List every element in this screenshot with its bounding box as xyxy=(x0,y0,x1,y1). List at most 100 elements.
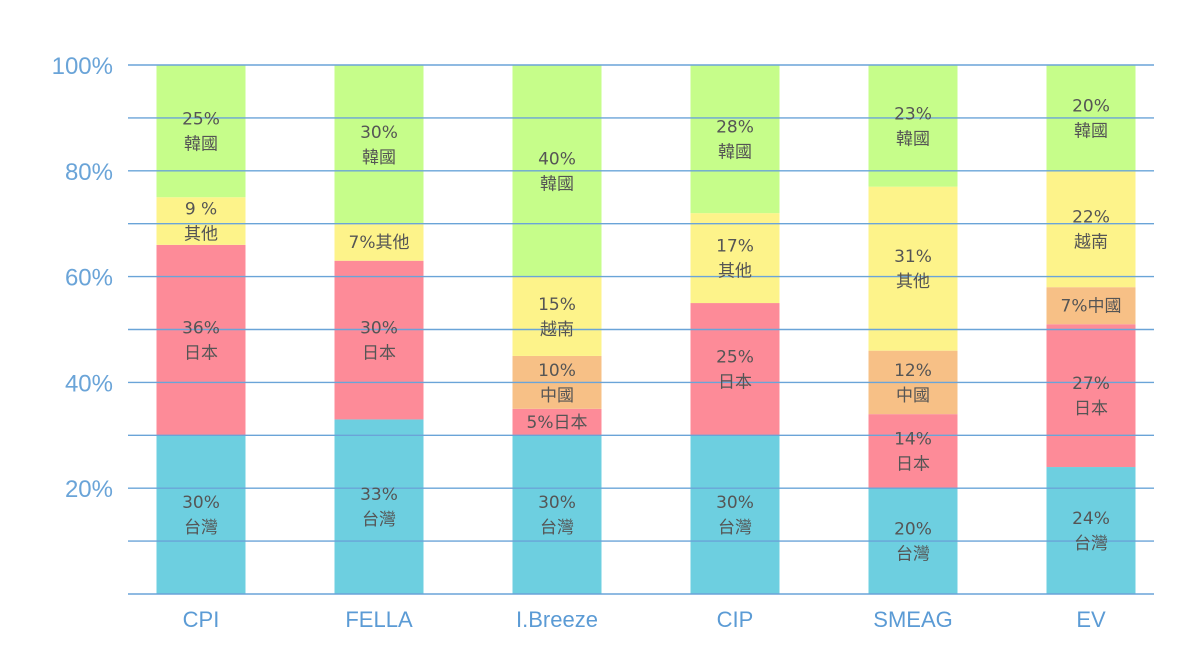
segment-label: 7%其他 xyxy=(349,233,410,253)
bar-segment-i-breeze-日本 xyxy=(512,408,602,436)
bar-segment-cip-日本 xyxy=(690,303,780,436)
segment-label-line: 20% xyxy=(1072,96,1110,116)
segment-label-line: 30% xyxy=(716,493,754,513)
segment-label-line: 12% xyxy=(894,361,932,381)
segment-label-line: 台灣 xyxy=(896,545,930,565)
bar-segment-ev-中國 xyxy=(1046,287,1136,325)
x-tick-label: CIP xyxy=(717,607,754,632)
x-tick-label: SMEAG xyxy=(873,607,952,632)
segment-label: 28% 韓國 xyxy=(716,118,754,163)
segment-label: 7%中國 xyxy=(1061,297,1122,317)
bar-segment-cip-台灣 xyxy=(690,435,780,594)
segment-label-line: 36% xyxy=(182,319,220,339)
segment-label-line: 日本 xyxy=(184,344,218,364)
x-tick-label: FELLA xyxy=(345,607,413,632)
y-tick-label: 40% xyxy=(65,370,113,397)
segment-label-line: 台灣 xyxy=(540,518,574,538)
segment-label: 23% 韓國 xyxy=(894,104,932,149)
segment-label-line: 其他 xyxy=(184,225,218,245)
bar-segment-cpi-日本 xyxy=(156,244,246,436)
segment-label-line: 台灣 xyxy=(1074,534,1108,554)
segment-label-line: 越南 xyxy=(1074,232,1108,252)
segment-label-line: 33% xyxy=(360,485,398,505)
segment-label-line: 中國 xyxy=(540,386,574,406)
segment-label-line: 30% xyxy=(538,493,576,513)
bar-segment-smeag-日本 xyxy=(868,414,958,489)
y-axis: 20% 40% 60% 80% 100% xyxy=(52,53,113,503)
segment-label: 24% 台灣 xyxy=(1072,509,1110,554)
x-tick-label: EV xyxy=(1076,607,1106,632)
bar-segment-smeag-韓國 xyxy=(868,65,958,187)
bar-segment-i-breeze-台灣 xyxy=(512,435,602,594)
bar-segment-cpi-其他 xyxy=(156,197,246,245)
bar-segment-fella-日本 xyxy=(334,260,424,420)
segment-label-line: 7%中國 xyxy=(1061,297,1122,317)
segment-label-line: 30% xyxy=(182,493,220,513)
segment-label-line: 40% xyxy=(538,149,576,169)
segment-label-line: 9 % xyxy=(185,200,217,220)
y-tick-label: 80% xyxy=(65,159,113,186)
segment-label-line: 17% xyxy=(716,237,754,257)
segment-label-line: 22% xyxy=(1072,207,1110,227)
segment-label-line: 23% xyxy=(894,104,932,124)
segment-label: 25% 日本 xyxy=(716,348,754,393)
segment-label: 20% 韓國 xyxy=(1072,96,1110,141)
bar-segment-ev-越南 xyxy=(1046,170,1136,288)
segment-label-line: 30% xyxy=(360,123,398,143)
segment-label-line: 越南 xyxy=(540,320,574,340)
segment-label: 36% 日本 xyxy=(182,319,220,364)
segment-label-line: 韓國 xyxy=(362,148,396,168)
segment-label-line: 7%其他 xyxy=(349,233,410,253)
segment-label: 14% 日本 xyxy=(894,430,932,475)
segment-label-line: 14% xyxy=(894,430,932,450)
bar-segment-smeag-其他 xyxy=(868,186,958,351)
segment-label: 33% 台灣 xyxy=(360,485,398,530)
segment-label-line: 韓國 xyxy=(718,143,752,163)
segment-label-line: 日本 xyxy=(718,373,752,393)
segment-label-line: 其他 xyxy=(896,272,930,292)
segment-label-line: 台灣 xyxy=(362,510,396,530)
bar-segment-fella-台灣 xyxy=(334,419,424,594)
segment-label-line: 10% xyxy=(538,361,576,381)
segment-label-line: 韓國 xyxy=(540,174,574,194)
segment-label: 30% 日本 xyxy=(360,319,398,364)
segment-label-line: 日本 xyxy=(362,344,396,364)
segment-label-line: 25% xyxy=(182,110,220,130)
segment-label-line: 台灣 xyxy=(718,518,752,538)
segment-label-line: 27% xyxy=(1072,374,1110,394)
bar-segment-fella-其他 xyxy=(334,223,424,261)
segment-label: 20% 台灣 xyxy=(894,520,932,565)
x-tick-label: I.Breeze xyxy=(516,607,598,632)
y-tick-label: 20% xyxy=(65,476,113,503)
bar-segment-i-breeze-越南 xyxy=(512,276,602,356)
segment-label-line: 5%日本 xyxy=(527,413,588,433)
segment-label: 30% 韓國 xyxy=(360,123,398,168)
segment-label-line: 日本 xyxy=(896,455,930,475)
segment-label: 25% 韓國 xyxy=(182,110,220,155)
bar-segment-fella-韓國 xyxy=(334,65,424,224)
segment-label: 12% 中國 xyxy=(894,361,932,406)
y-tick-label: 60% xyxy=(65,265,113,292)
segment-label-line: 20% xyxy=(894,520,932,540)
segment-label-line: 24% xyxy=(1072,509,1110,529)
segment-label-line: 28% xyxy=(716,118,754,138)
segment-label: 15% 越南 xyxy=(538,295,576,340)
segment-label-line: 韓國 xyxy=(896,129,930,149)
segment-label-line: 25% xyxy=(716,348,754,368)
segment-label: 30% 台灣 xyxy=(538,493,576,538)
bar-segment-cpi-韓國 xyxy=(156,65,246,198)
segment-label-line: 中國 xyxy=(896,386,930,406)
segment-label-line: 15% xyxy=(538,295,576,315)
segment-label: 30% 台灣 xyxy=(182,493,220,538)
bar-segment-cip-其他 xyxy=(690,213,780,304)
gridlines xyxy=(128,64,1154,595)
segment-label: 27% 日本 xyxy=(1072,374,1110,419)
segment-label: 5%日本 xyxy=(527,413,588,433)
segment-label-line: 日本 xyxy=(1074,399,1108,419)
segment-label-line: 韓國 xyxy=(184,135,218,155)
segment-label-line: 31% xyxy=(894,247,932,267)
segment-label-line: 台灣 xyxy=(184,518,218,538)
segment-label: 31% 其他 xyxy=(894,247,932,292)
